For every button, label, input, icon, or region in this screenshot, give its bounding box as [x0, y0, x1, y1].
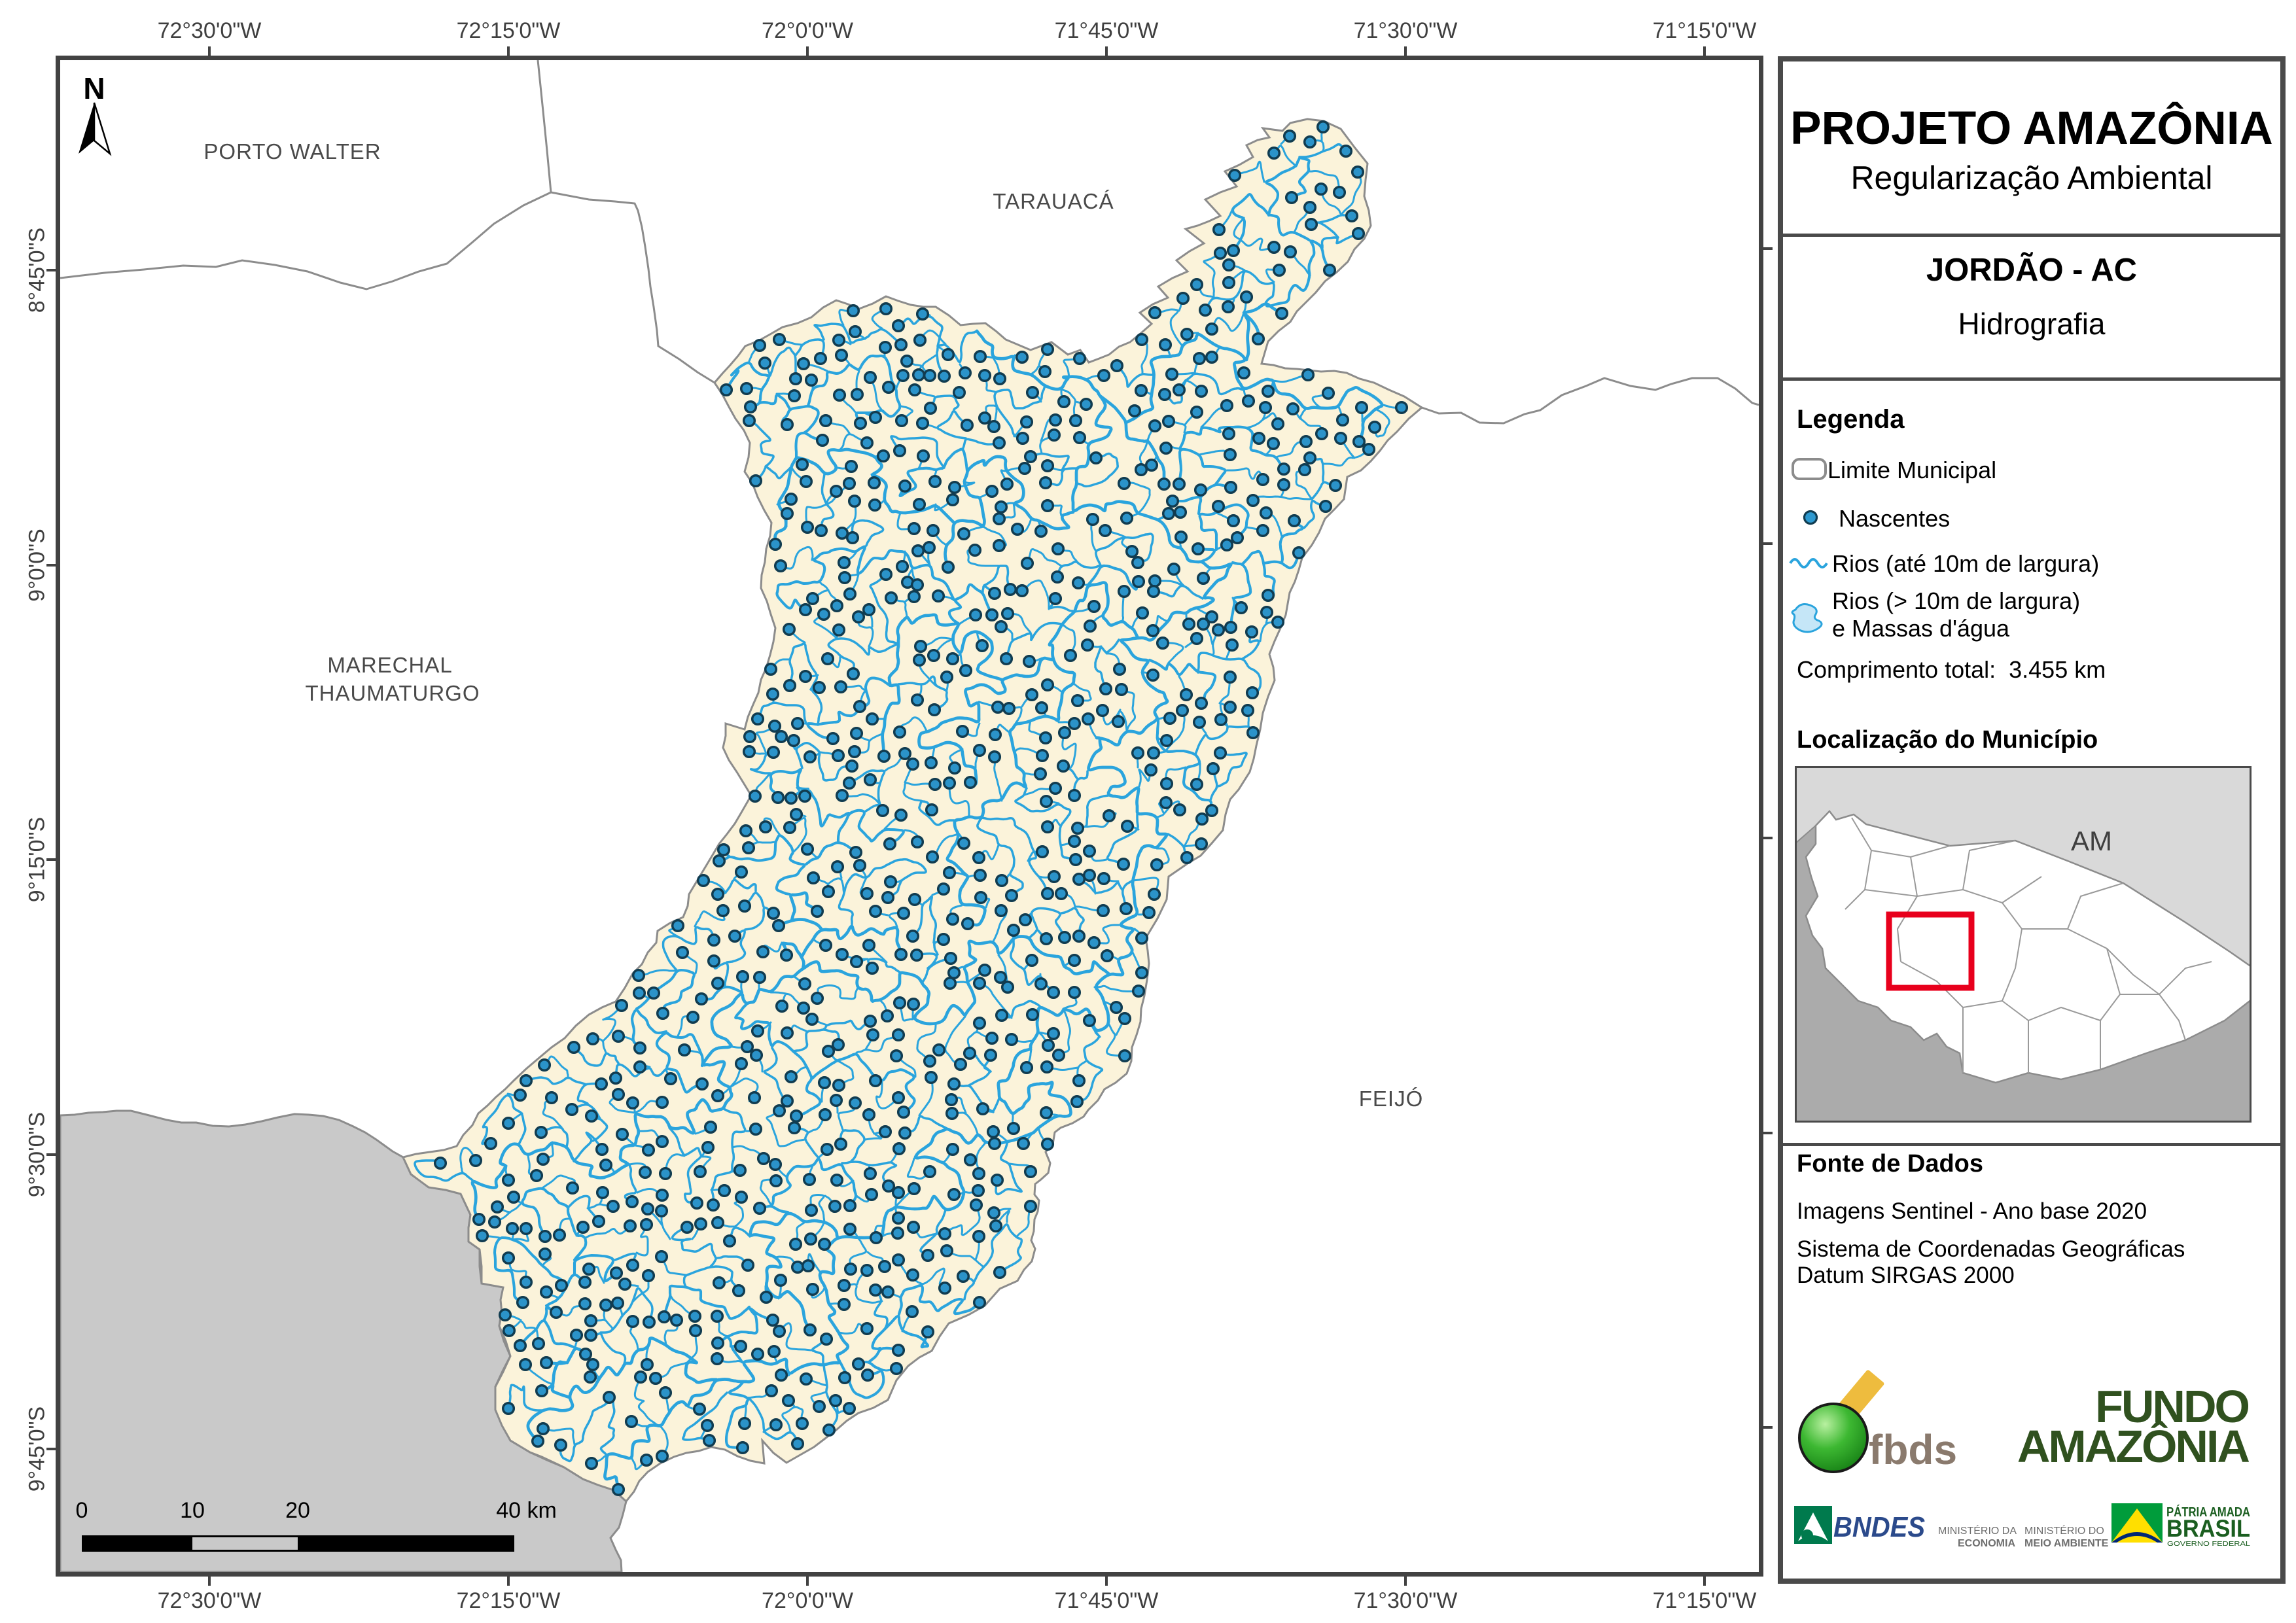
svg-text:AM: AM	[2071, 826, 2112, 856]
svg-text:GOVERNO FEDERAL: GOVERNO FEDERAL	[2167, 1541, 2251, 1548]
svg-text:PÁTRIA AMADA: PÁTRIA AMADA	[2166, 1505, 2250, 1520]
svg-text:BNDES: BNDES	[1833, 1511, 1925, 1543]
svg-text:fbds: fbds	[1869, 1426, 1957, 1473]
svg-text:BRASIL: BRASIL	[2166, 1515, 2250, 1542]
